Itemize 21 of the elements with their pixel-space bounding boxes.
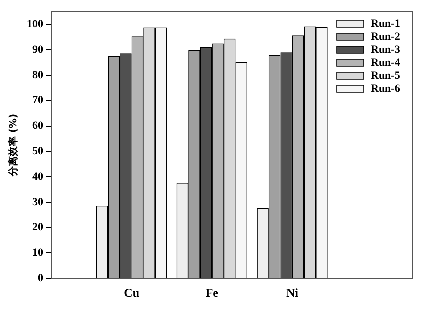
legend-label: Run-5 [371, 70, 401, 82]
x-tick-label: Ni [286, 286, 300, 300]
y-tick-label: 10 [32, 247, 44, 260]
x-tick-label: Fe [206, 286, 220, 300]
y-tick-label: 30 [32, 196, 44, 208]
y-tick-label: 0 [38, 272, 44, 284]
y-tick-label: 100 [27, 18, 44, 31]
y-tick-label: 40 [32, 170, 44, 183]
x-tick-label: Cu [124, 286, 140, 300]
y-tick-label: 90 [32, 44, 44, 56]
legend-label: Run-3 [371, 44, 401, 56]
legend-label: Run-6 [371, 82, 401, 95]
legend-label: Run-1 [371, 18, 400, 30]
y-axis-title: 分离效率 (%) [8, 114, 20, 178]
y-tick-label: 50 [32, 145, 44, 158]
legend-label: Run-2 [371, 30, 401, 43]
y-tick-label: 60 [32, 120, 44, 132]
y-tick-label: 70 [32, 94, 44, 107]
y-tick-label: 80 [32, 69, 44, 82]
y-tick-label: 20 [32, 222, 44, 234]
legend-label: Run-4 [371, 56, 401, 69]
